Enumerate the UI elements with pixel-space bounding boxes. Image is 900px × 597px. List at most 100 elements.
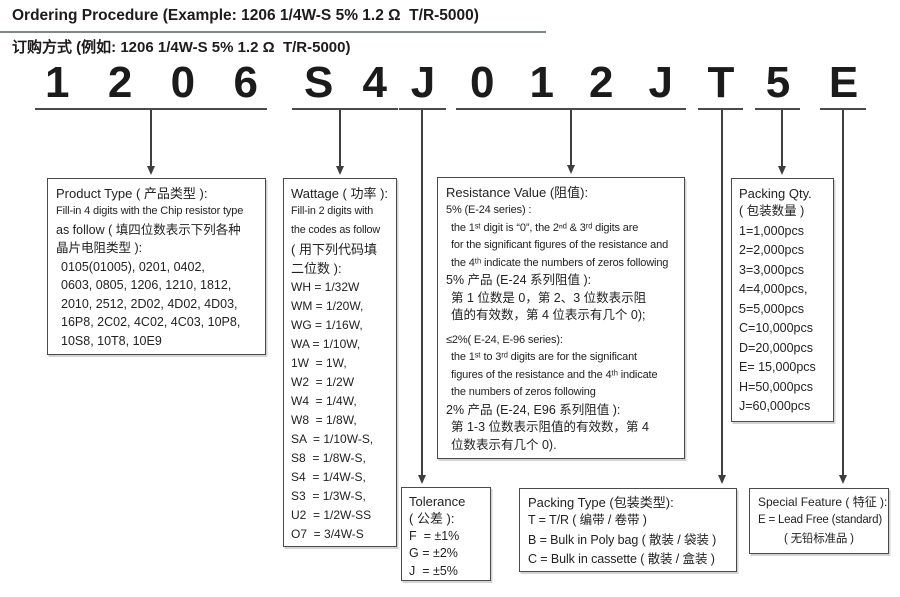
text-line: ≤2%( E-24, E-96 series):	[446, 333, 563, 346]
text-line: F = ±1%	[409, 528, 460, 543]
arrow-down-icon	[839, 475, 847, 484]
box-lines: T = T/R ( 编带 / 卷带 ) B = Bulk in Poly bag …	[528, 511, 728, 570]
code-group-packing-type: T	[698, 60, 743, 110]
arrow-down-icon	[336, 166, 344, 175]
resistance-value-box: Resistance Value (阻值): 5% (E-24 series) …	[437, 177, 685, 459]
code-character: 2	[107, 58, 133, 107]
text-line: Fill-in 4 digits with the Chip resistor …	[56, 205, 244, 217]
code-chars: 5	[755, 60, 800, 106]
box-lines: Fill-in 4 digits with the Chip resistor …	[56, 202, 257, 350]
text-line: the 1ˢᵗ to 3ʳᵈ digits are for the signif…	[451, 351, 637, 363]
tolerance-box: Tolerance ( 公差 ): F = ±1% G = ±2% J = ±5%	[401, 487, 491, 581]
text-line: ( 公差 ):	[409, 511, 455, 526]
arrow-down-icon	[147, 166, 155, 175]
text-line: E= 15,000pcs	[739, 360, 816, 374]
text-line: figures of the resistance and the 4ᵗʰ in…	[451, 368, 658, 381]
code-underline	[292, 108, 398, 110]
title-divider	[0, 31, 546, 33]
text-line: W8 = 1/8W,	[291, 413, 357, 427]
text-line: J = ±5%	[409, 563, 458, 578]
text-line: W4 = 1/4W,	[291, 394, 357, 408]
page-title-chinese: 订购方式 (例如: 1206 1/4W-S 5% 1.2 Ω T/R-5000)	[12, 39, 351, 56]
text-line: T = T/R ( 编带 / 卷带 )	[528, 513, 647, 527]
code-character: 1	[529, 58, 555, 107]
code-group-special-feature: E	[820, 60, 866, 110]
text-line: as follow ( 填四位数表示下列各种	[56, 222, 241, 237]
box-lines: Fill-in 2 digits with the codes as follow…	[291, 202, 389, 544]
text-line: O7 = 3/4W-S	[291, 527, 364, 541]
code-underline	[698, 108, 743, 110]
box-title: Special Feature ( 特征 ):	[758, 495, 888, 509]
page-title: Ordering Procedure (Example: 1206 1/4W-S…	[12, 7, 479, 24]
code-character: 0	[470, 58, 495, 107]
special-feature-box: Special Feature ( 特征 ): E = Lead Free (s…	[749, 488, 889, 554]
text-line: C=10,000pcs	[739, 321, 814, 335]
box-lines: 5% (E-24 series) : the 1ˢᵗ digit is “0”, …	[446, 202, 676, 454]
wattage-box: Wattage ( 功率 ): Fill-in 2 digits with the…	[283, 178, 397, 547]
text-line: 10S8, 10T8, 10E9	[61, 333, 162, 348]
text-line: WH = 1/32W	[291, 280, 360, 294]
text-line: 二位数 ):	[291, 261, 342, 276]
code-underline	[35, 108, 267, 110]
text-line: the codes as follow	[291, 224, 380, 236]
box-lines: E = Lead Free (standard) ( 无铅标准品 )	[758, 511, 883, 549]
text-line: ( 包装数量 )	[739, 204, 805, 218]
arrow-down-icon	[567, 165, 575, 174]
box-title: Resistance Value (阻值):	[446, 185, 589, 200]
text-line: E = Lead Free (standard)	[758, 514, 883, 526]
text-line: G = ±2%	[409, 546, 458, 560]
text-line: the 1ˢᵗ digit is “0”, the 2ⁿᵈ & 3ʳᵈ digi…	[451, 221, 639, 234]
packing-qty-box: Packing Qty. ( 包装数量 ) 1=1,000pcs 2=2,000pc…	[731, 178, 834, 422]
connector-product-type	[147, 110, 155, 175]
text-line: Fill-in 2 digits with	[291, 205, 374, 217]
code-underline	[820, 108, 866, 110]
code-underline	[456, 108, 686, 110]
code-chars: E	[820, 60, 866, 106]
code-character: 6	[233, 58, 258, 107]
text-line: 2% 产品 (E-24, E96 系列阻值 ):	[446, 402, 621, 417]
code-character: T	[707, 58, 735, 107]
code-chars: T	[698, 60, 743, 106]
product-type-box: Product Type ( 产品类型 ): Fill-in 4 digits …	[47, 178, 266, 355]
text-line: W2 = 1/2W	[291, 375, 355, 389]
text-line: ( 无铅标准品 )	[784, 533, 854, 545]
text-line: WA = 1/10W,	[291, 337, 361, 351]
text-line: B = Bulk in Poly bag ( 散装 / 袋装 )	[528, 532, 717, 547]
arrow-down-icon	[778, 166, 786, 175]
arrow-down-icon	[418, 475, 426, 484]
code-character: 2	[589, 58, 614, 107]
text-line: WG = 1/16W,	[291, 318, 363, 332]
text-line: H=50,000pcs	[739, 379, 814, 394]
text-line: 1W = 1W,	[291, 356, 347, 370]
box-lines: ( 公差 ): F = ±1% G = ±2% J = ±5%	[409, 510, 483, 580]
text-line: SA = 1/10W-S,	[291, 432, 374, 446]
connector-resistance	[567, 110, 575, 174]
connector-packing-qty	[778, 110, 786, 175]
text-line: 5% (E-24 series) :	[446, 204, 532, 216]
text-line: 16P8, 2C02, 4C02, 4C03, 10P8,	[61, 315, 241, 329]
code-underline	[755, 108, 800, 110]
connector-wattage	[336, 110, 344, 175]
text-line: 第 1-3 位数表示阻值的有效数，第 4	[451, 420, 649, 434]
text-line: the 4ᵗʰ indicate the numbers of zeros fo…	[451, 256, 669, 269]
text-line: S3 = 1/3W-S,	[291, 489, 366, 503]
code-group-tolerance: J	[399, 60, 446, 110]
packing-type-box: Packing Type (包装类型): T = T/R ( 编带 / 卷带 )…	[519, 488, 737, 572]
text-line: S4 = 1/4W-S,	[291, 470, 366, 484]
arrow-down-icon	[718, 475, 726, 484]
text-line: D=20,000pcs	[739, 340, 814, 355]
code-character: J	[410, 58, 436, 107]
text-line: J=60,000pcs	[739, 399, 811, 413]
text-line: 4=4,000pcs,	[739, 282, 808, 296]
text-line: for the significant figures of the resis…	[451, 239, 669, 251]
text-line: C = Bulk in cassette ( 散装 / 盒装 )	[528, 552, 715, 566]
code-character: 0	[170, 58, 196, 107]
code-character: 5	[765, 58, 791, 107]
text-line: 位数表示有几个 0).	[451, 437, 557, 452]
text-line: 2=2,000pcs	[739, 243, 804, 257]
